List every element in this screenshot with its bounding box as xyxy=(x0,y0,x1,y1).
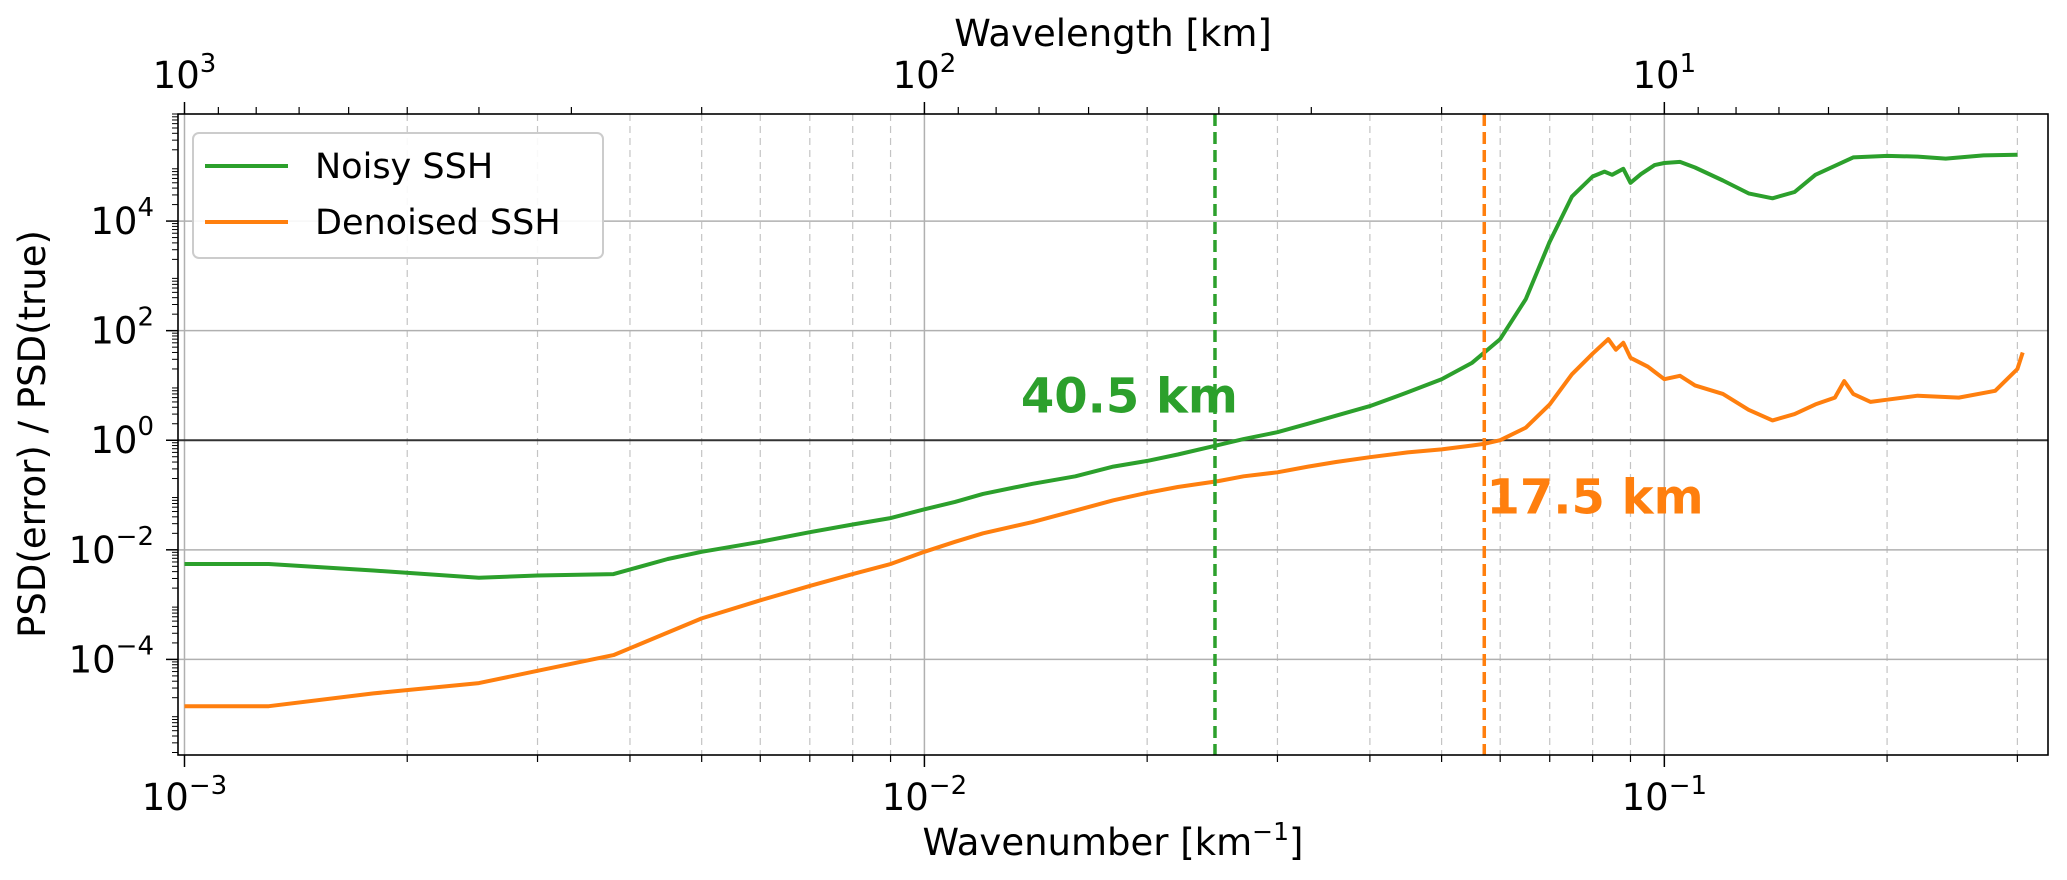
series-lines xyxy=(184,152,2025,709)
legend: Noisy SSH Denoised SSH xyxy=(192,132,604,259)
x-axis-label: Wavenumber [km−1] xyxy=(923,817,1304,864)
plot-frame xyxy=(177,113,2049,756)
cutoff-label-denoised: 17.5 km xyxy=(1487,470,1704,526)
y-tick-label: 102 xyxy=(90,303,154,353)
x-tick-label: 10−3 xyxy=(142,771,227,819)
axis-ticks: 10−3 10−2 10−1 10−4 10−2 100 102 104 103 102 101 xyxy=(69,49,2018,819)
y-axis-label: PSD(error) / PSD(true) xyxy=(11,230,54,638)
top-tick-label: 102 xyxy=(893,49,957,97)
top-tick-label: 101 xyxy=(1633,49,1697,97)
series-line-noisy-ssh xyxy=(184,152,2018,580)
series-line-denoised-ssh xyxy=(184,337,2025,709)
y-tick-label: 10−2 xyxy=(69,522,154,572)
y-tick-label: 104 xyxy=(90,193,154,243)
annotations: 40.5 km 17.5 km xyxy=(1021,114,1704,755)
legend-label-noisy-ssh: Noisy SSH xyxy=(315,147,493,187)
x-tick-label: 10−1 xyxy=(1622,771,1707,819)
x-tick-label: 10−2 xyxy=(882,771,967,819)
cutoff-label-noisy: 40.5 km xyxy=(1021,369,1238,425)
top-tick-label: 103 xyxy=(153,49,217,97)
y-tick-label: 100 xyxy=(90,412,154,462)
grid-lines xyxy=(178,114,2048,755)
legend-box xyxy=(192,132,604,259)
top-x-axis-label: Wavelength [km] xyxy=(954,12,1272,55)
y-tick-label: 10−4 xyxy=(69,631,154,681)
legend-label-denoised-ssh: Denoised SSH xyxy=(315,203,561,243)
